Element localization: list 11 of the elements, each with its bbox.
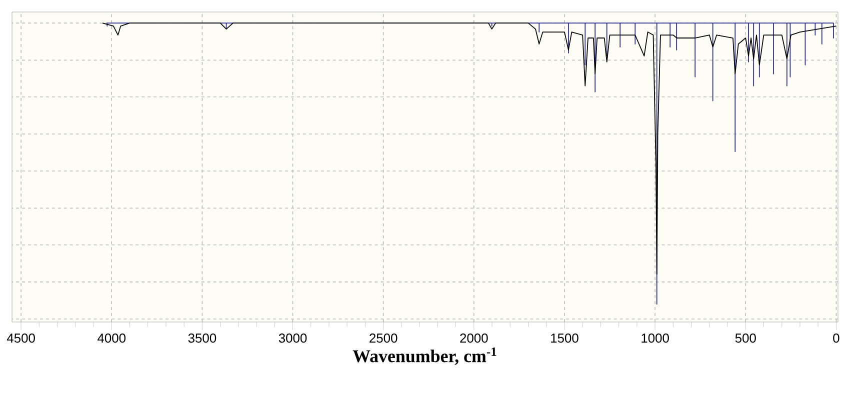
x-tick-label: 2000	[460, 334, 488, 343]
x-tick-label: 2500	[370, 334, 398, 343]
x-axis-title: Wavenumber, cm$^{-1}$	[352, 348, 496, 365]
x-tick-label: 500	[735, 334, 756, 343]
x-tick-label: 1000	[642, 334, 669, 343]
x-tick-label: 3500	[188, 334, 216, 343]
x-tick-label: 4000	[98, 334, 126, 343]
x-tick-label: 4500	[6, 334, 35, 343]
x-tick-label: 1500	[551, 334, 578, 343]
x-tick-label: 0	[833, 334, 840, 343]
x-tick-label: 3000	[278, 334, 307, 343]
